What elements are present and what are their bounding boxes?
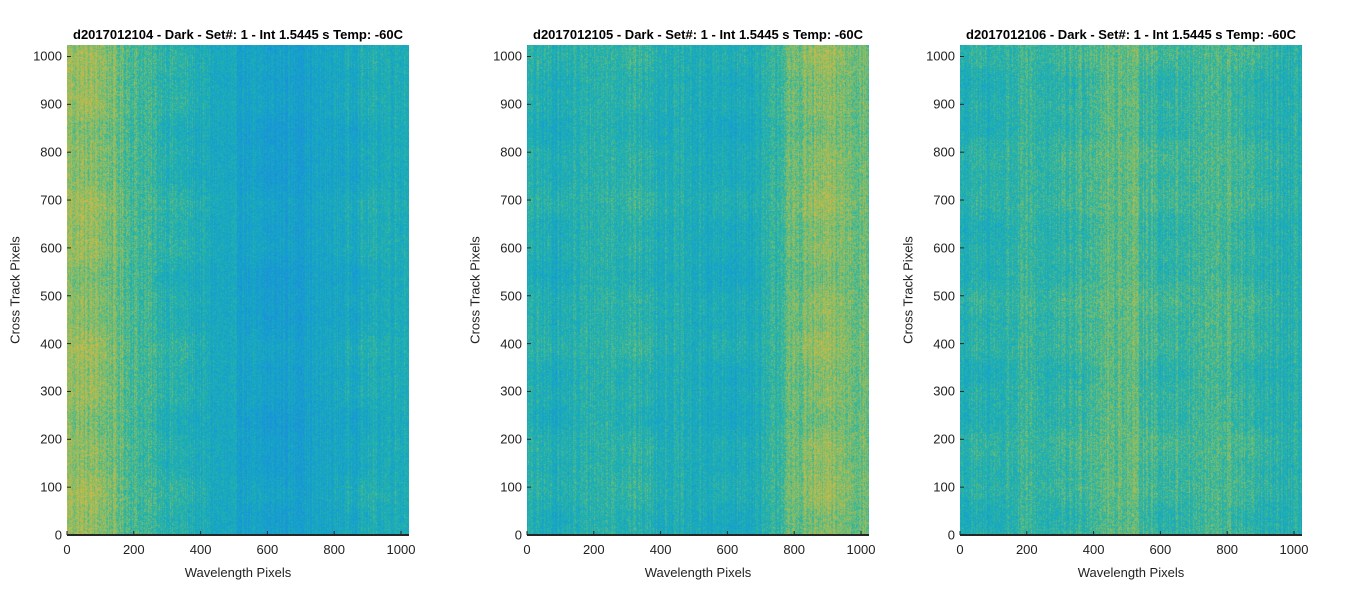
chart-title: d2017012105 - Dark - Set#: 1 - Int 1.544… <box>533 27 863 42</box>
y-axis-label: Cross Track Pixels <box>7 236 23 344</box>
y-tick-label: 1000 <box>493 48 522 64</box>
y-tick-label: 300 <box>40 383 62 399</box>
y-tick-label: 900 <box>500 96 522 112</box>
y-tick-label: 200 <box>933 431 955 447</box>
x-tick-label: 400 <box>189 542 212 557</box>
x-tick-label: 400 <box>649 542 672 557</box>
chart-title: d2017012104 - Dark - Set#: 1 - Int 1.544… <box>73 27 403 42</box>
x-axis-label: Wavelength Pixels <box>1077 565 1185 580</box>
x-tick-label: 200 <box>582 542 605 557</box>
y-tick-label: 500 <box>933 288 955 304</box>
y-tick-label: 900 <box>933 96 955 112</box>
x-tick-label: 600 <box>256 542 279 557</box>
x-tick-label: 600 <box>716 542 739 557</box>
y-tick-label: 200 <box>40 431 62 447</box>
y-tick-label: 400 <box>500 336 522 352</box>
y-tick-label: 300 <box>500 383 522 399</box>
y-tick-label: 600 <box>933 240 955 256</box>
x-tick-label: 800 <box>783 542 806 557</box>
y-tick-label: 1000 <box>926 48 955 64</box>
y-axis-label: Cross Track Pixels <box>900 236 916 344</box>
y-tick-label: 400 <box>933 336 955 352</box>
y-tick-label: 100 <box>933 479 955 495</box>
y-axis-label: Cross Track Pixels <box>467 236 483 344</box>
y-tick-label: 100 <box>40 479 62 495</box>
y-tick-label: 200 <box>500 431 522 447</box>
heatmap-image <box>960 45 1302 535</box>
x-tick-label: 400 <box>1082 542 1105 557</box>
x-tick-label: 0 <box>63 542 71 557</box>
x-axis-label: Wavelength Pixels <box>184 565 292 580</box>
x-tick-label: 600 <box>1149 542 1172 557</box>
y-tick-label: 100 <box>500 479 522 495</box>
x-tick-label: 200 <box>122 542 145 557</box>
y-tick-label: 500 <box>40 288 62 304</box>
y-tick-label: 700 <box>500 192 522 208</box>
y-tick-label: 600 <box>40 240 62 256</box>
x-tick-label: 0 <box>956 542 964 557</box>
y-tick-label: 300 <box>933 383 955 399</box>
x-tick-label: 800 <box>1216 542 1239 557</box>
x-tick-label: 1000 <box>1279 542 1309 557</box>
y-tick-label: 400 <box>40 336 62 352</box>
x-tick-label: 1000 <box>386 542 416 557</box>
y-tick-label: 800 <box>933 144 955 160</box>
axes <box>526 55 869 536</box>
y-tick-label: 700 <box>933 192 955 208</box>
x-tick-label: 200 <box>1015 542 1038 557</box>
y-tick-label: 0 <box>947 527 955 543</box>
y-tick-label: 1000 <box>33 48 62 64</box>
heatmap-image <box>67 45 409 535</box>
x-tick-label: 800 <box>323 542 346 557</box>
x-axis-label: Wavelength Pixels <box>644 565 752 580</box>
y-tick-label: 600 <box>500 240 522 256</box>
axes <box>66 55 409 536</box>
axes <box>959 55 1302 536</box>
y-tick-label: 700 <box>40 192 62 208</box>
y-tick-label: 0 <box>514 527 522 543</box>
heatmap-image <box>527 45 869 535</box>
y-tick-label: 0 <box>54 527 62 543</box>
y-tick-label: 800 <box>40 144 62 160</box>
y-tick-label: 800 <box>500 144 522 160</box>
y-tick-label: 900 <box>40 96 62 112</box>
chart-title: d2017012106 - Dark - Set#: 1 - Int 1.544… <box>966 27 1296 42</box>
x-tick-label: 0 <box>523 542 531 557</box>
y-tick-label: 500 <box>500 288 522 304</box>
x-tick-label: 1000 <box>846 542 876 557</box>
